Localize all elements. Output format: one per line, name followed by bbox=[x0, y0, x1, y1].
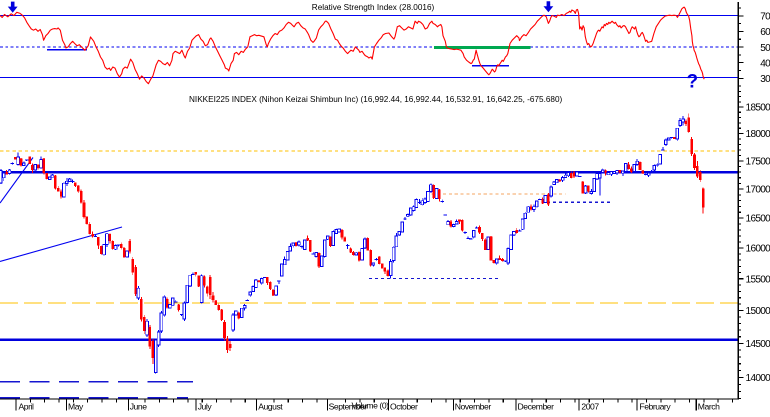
svg-text:July: July bbox=[198, 401, 213, 411]
svg-text:December: December bbox=[518, 401, 555, 411]
svg-text:14500: 14500 bbox=[746, 339, 770, 350]
svg-text:17500: 17500 bbox=[746, 157, 770, 168]
svg-text:February: February bbox=[639, 401, 671, 411]
svg-text:2007: 2007 bbox=[581, 401, 599, 411]
svg-text:Relative Strength Index (28.00: Relative Strength Index (28.0016) bbox=[312, 3, 435, 12]
svg-text:August: August bbox=[258, 401, 283, 411]
svg-text:October: October bbox=[390, 401, 418, 411]
svg-text:50: 50 bbox=[760, 43, 770, 54]
svg-text:30: 30 bbox=[760, 74, 770, 85]
svg-text:16000: 16000 bbox=[746, 244, 770, 255]
svg-text:17000: 17000 bbox=[746, 185, 770, 196]
svg-text:60: 60 bbox=[760, 27, 770, 38]
svg-text:40: 40 bbox=[760, 59, 770, 70]
svg-text:18500: 18500 bbox=[746, 103, 770, 114]
svg-text:Volume (0): Volume (0) bbox=[352, 400, 390, 410]
svg-text:June: June bbox=[130, 401, 148, 411]
svg-text:April: April bbox=[19, 401, 34, 411]
svg-text:70: 70 bbox=[760, 12, 770, 23]
svg-text:15000: 15000 bbox=[746, 306, 770, 317]
svg-text:16500: 16500 bbox=[746, 214, 770, 225]
svg-text:May: May bbox=[68, 401, 84, 411]
svg-text:September: September bbox=[329, 401, 368, 411]
svg-text:18000: 18000 bbox=[746, 129, 770, 140]
svg-text:14000: 14000 bbox=[746, 373, 770, 384]
svg-text:March: March bbox=[698, 401, 720, 411]
svg-text:NIKKEI225 INDEX (Nihon Keizai: NIKKEI225 INDEX (Nihon Keizai Shimbun In… bbox=[189, 95, 563, 104]
svg-text:15500: 15500 bbox=[746, 274, 770, 285]
svg-text:?: ? bbox=[687, 72, 699, 93]
svg-text:November: November bbox=[455, 401, 492, 411]
